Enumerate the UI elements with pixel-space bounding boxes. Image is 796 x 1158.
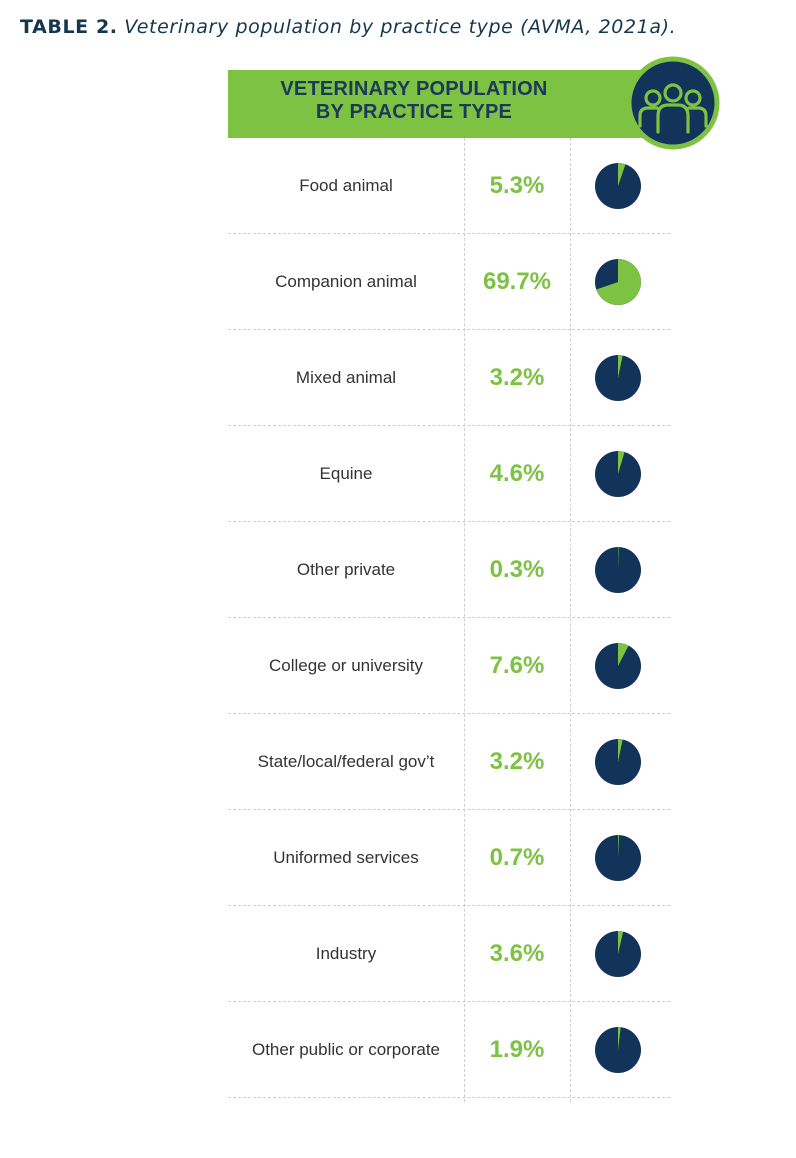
table-row: Other private 0.3% xyxy=(228,522,670,618)
row-percentage: 7.6% xyxy=(489,652,545,679)
pie-slice xyxy=(618,451,625,474)
row-category: State/local/federal gov’t xyxy=(257,752,435,771)
row-percentage: 5.3% xyxy=(489,172,545,199)
row-percentage: 3.2% xyxy=(489,364,545,391)
row-percentage: 69.7% xyxy=(482,268,552,295)
pie-slice xyxy=(618,643,629,666)
table-row: Other public or corporate 1.9% xyxy=(228,1002,670,1098)
pie-chart-icon xyxy=(595,163,641,209)
pie-chart-icon xyxy=(595,931,641,977)
chart-title-line1: VETERINARY POPULATION xyxy=(280,78,548,100)
table-row: Food animal 5.3% xyxy=(228,138,670,234)
column-divider xyxy=(464,138,465,1102)
pie-slice xyxy=(618,1027,621,1050)
chart-title-line2: BY PRACTICE TYPE xyxy=(315,101,513,123)
pie-slice xyxy=(618,547,619,570)
table-row: Industry 3.6% xyxy=(228,906,670,1002)
table-caption: TABLE 2. Veterinary population by practi… xyxy=(20,16,676,38)
row-percentage: 0.3% xyxy=(489,556,545,583)
pie-chart-icon xyxy=(595,1027,641,1073)
title-banner xyxy=(228,70,644,138)
row-category: College or university xyxy=(268,656,423,675)
pie-chart-icon xyxy=(595,451,641,497)
pie-chart-icon xyxy=(595,739,641,785)
pie-slice xyxy=(618,931,624,954)
row-category: Uniformed services xyxy=(273,848,419,867)
row-category: Industry xyxy=(315,944,377,963)
pie-slice xyxy=(618,163,626,186)
row-category: Other private xyxy=(296,560,396,579)
row-percentage: 0.7% xyxy=(489,844,545,871)
row-category: Food animal xyxy=(299,176,393,195)
pie-chart-icon xyxy=(595,547,641,593)
caption-label: TABLE 2. xyxy=(20,16,118,38)
row-percentage: 3.2% xyxy=(489,748,545,775)
table-row: Uniformed services 0.7% xyxy=(228,810,670,906)
row-category: Mixed animal xyxy=(295,368,397,387)
people-group-icon xyxy=(626,56,720,150)
pie-slice xyxy=(596,259,641,305)
table-row: College or university 7.6% xyxy=(228,618,670,714)
table-row: Mixed animal 3.2% xyxy=(228,330,670,426)
practice-type-table: Food animal 5.3% Companion animal 69.7% … xyxy=(228,138,670,1102)
table-row: Companion animal 69.7% xyxy=(228,234,670,330)
table-row: Equine 4.6% xyxy=(228,426,670,522)
pie-slice xyxy=(618,834,620,858)
row-category: Other public or corporate xyxy=(251,1040,441,1059)
table-row: State/local/federal gov’t 3.2% xyxy=(228,714,670,810)
row-percentage: 1.9% xyxy=(489,1036,545,1063)
pie-chart-icon xyxy=(595,355,641,401)
row-percentage: 3.6% xyxy=(489,940,545,967)
column-divider xyxy=(570,138,571,1102)
pie-slice xyxy=(618,355,623,378)
row-category: Equine xyxy=(319,464,373,483)
row-category: Companion animal xyxy=(275,272,417,291)
chart-title: VETERINARY POPULATION BY PRACTICE TYPE xyxy=(228,78,600,124)
pie-chart-icon xyxy=(595,259,641,305)
pie-chart-icon xyxy=(595,643,641,689)
pie-slice xyxy=(618,739,623,762)
pie-chart-icon xyxy=(595,834,641,881)
row-percentage: 4.6% xyxy=(489,460,545,487)
caption-text: Veterinary population by practice type (… xyxy=(124,16,677,38)
